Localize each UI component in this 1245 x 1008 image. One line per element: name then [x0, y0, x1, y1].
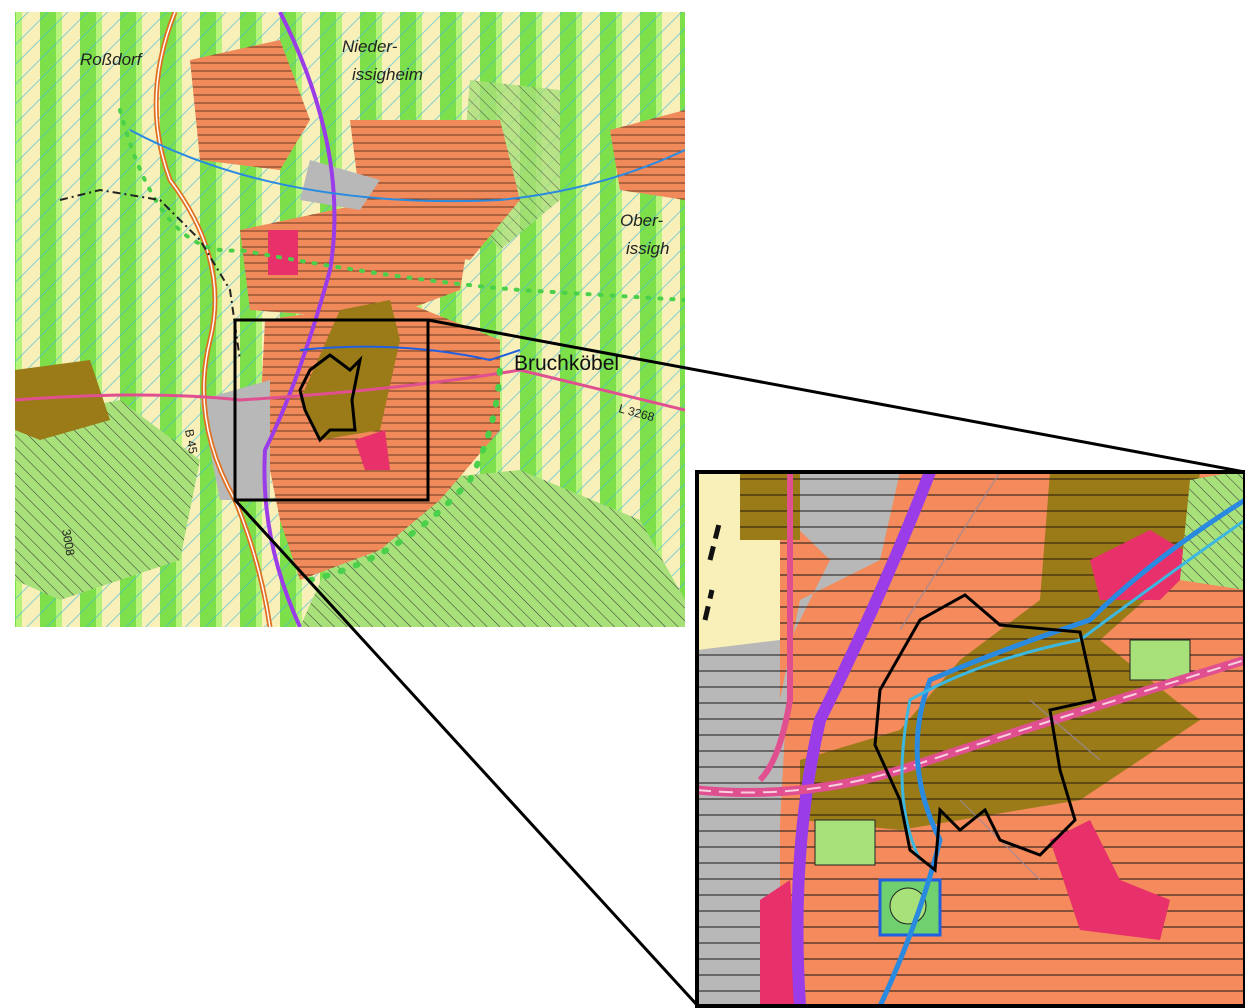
- road-label: 3008: [59, 528, 77, 557]
- zoom-inset: [697, 472, 1245, 1006]
- connector-line: [233, 498, 699, 1007]
- place-label: Nieder-: [342, 37, 398, 56]
- place-label: Bruchköbel: [514, 352, 619, 375]
- place-label: Ober-: [620, 211, 663, 230]
- zoom-frame: [695, 470, 1245, 1008]
- place-label: issigheim: [352, 65, 423, 84]
- overview-map: Roßdorf Nieder- issigheim Ober- issigh B…: [15, 12, 685, 627]
- connector-line: [427, 318, 1245, 474]
- place-label: issigh: [626, 239, 669, 258]
- road-label: B 45: [182, 428, 200, 455]
- place-label: Roßdorf: [80, 50, 144, 69]
